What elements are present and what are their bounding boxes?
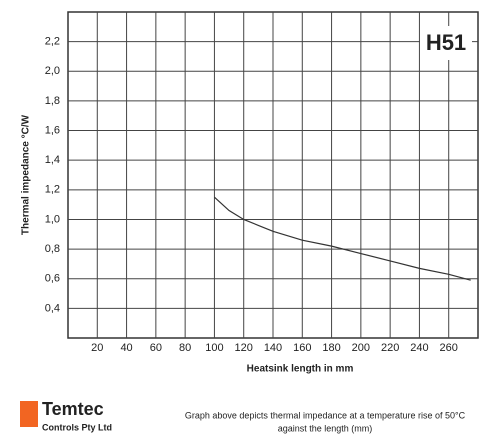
y-tick-label: 1,4 (45, 154, 60, 166)
y-tick-label: 1,6 (45, 124, 60, 136)
y-tick-label: 2,0 (45, 65, 60, 77)
x-tick-label: 260 (440, 342, 458, 354)
y-tick-label: 2,2 (45, 36, 60, 48)
caption: Graph above depicts thermal impedance at… (185, 410, 466, 420)
x-tick-label: 160 (293, 342, 311, 354)
x-tick-label: 220 (381, 342, 399, 354)
x-tick-label: 180 (322, 342, 340, 354)
logo-mark (20, 401, 38, 427)
y-tick-label: 0,8 (45, 243, 60, 255)
x-tick-label: 20 (91, 342, 103, 354)
y-axis-label: Thermal impedance °C/W (21, 114, 32, 235)
company: Controls Pty Ltd (42, 422, 112, 432)
caption: against the length (mm) (278, 423, 373, 433)
y-tick-label: 1,0 (45, 213, 60, 225)
y-tick-label: 0,6 (45, 273, 60, 285)
x-axis-label: Heatsink length in mm (247, 364, 354, 375)
annotation-box (420, 26, 472, 60)
y-tick-label: 1,2 (45, 184, 60, 196)
y-tick-label: 1,8 (45, 95, 60, 107)
data-line (214, 196, 471, 281)
y-tick-label: 0,4 (45, 302, 60, 314)
x-tick-label: 200 (352, 342, 370, 354)
annotation: H51 (426, 30, 466, 55)
x-tick-label: 240 (410, 342, 428, 354)
x-tick-label: 120 (235, 342, 253, 354)
x-tick-label: 100 (205, 342, 223, 354)
logo: Temtec (42, 399, 104, 419)
x-tick-label: 40 (120, 342, 132, 354)
x-tick-label: 80 (179, 342, 191, 354)
x-tick-label: 140 (264, 342, 282, 354)
x-tick-label: 60 (150, 342, 162, 354)
